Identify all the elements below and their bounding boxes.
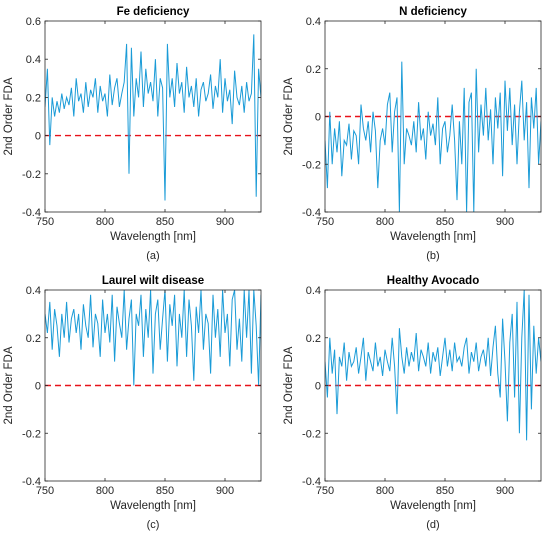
y-tick-label: -0.2 (302, 159, 321, 171)
x-tick-label: 750 (36, 216, 54, 228)
chart-title: Fe deficiency (117, 6, 190, 18)
panel-caption: (a) (146, 250, 159, 262)
x-tick-label: 850 (156, 485, 174, 497)
panel-caption: (d) (426, 519, 439, 531)
x-tick-label: 800 (96, 485, 114, 497)
y-tick-label: -0.4 (22, 476, 41, 488)
y-tick-label: 0 (315, 381, 321, 393)
x-tick-label: 850 (436, 216, 454, 228)
y-tick-label: -0.4 (302, 207, 321, 219)
x-tick-label: 800 (96, 216, 114, 228)
x-tick-label: 850 (436, 485, 454, 497)
y-axis-label: 2nd Order FDA (3, 77, 15, 155)
data-series-line (45, 34, 261, 201)
chart-panel-2: N deficiency 750 800 850 900 -0.4 -0.2 0 0.2 0.4 W… (283, 6, 542, 262)
y-tick-label: 0.4 (26, 54, 41, 66)
chart-title: Healthy Avocado (387, 275, 479, 287)
chart-title: Laurel wilt disease (102, 275, 204, 287)
x-tick-label: 900 (496, 216, 514, 228)
x-tick-label: 900 (216, 216, 234, 228)
y-tick-label: 0.2 (306, 333, 321, 345)
y-axis-label: 2nd Order FDA (283, 346, 295, 424)
x-tick-label: 900 (216, 485, 234, 497)
y-tick-label: 0 (315, 112, 321, 124)
chart-panel-3: Laurel wilt disease 750 800 850 900 -0.4 -0.2 0… (3, 275, 262, 531)
panel-caption: (c) (147, 519, 160, 531)
x-tick-label: 750 (316, 485, 334, 497)
chart-title: N deficiency (399, 6, 467, 18)
y-axis-label: 2nd Order FDA (283, 77, 295, 155)
x-tick-label: 850 (156, 216, 174, 228)
x-tick-label: 750 (36, 485, 54, 497)
chart-panel-4: Healthy Avocado 750 800 850 900 -0.4 -0.2 0 0.2 0… (283, 275, 542, 531)
y-tick-label: 0.4 (306, 16, 321, 28)
x-tick-label: 800 (376, 216, 394, 228)
y-tick-label: -0.2 (22, 169, 41, 181)
y-tick-label: 0.2 (26, 92, 41, 104)
y-tick-label: 0 (35, 381, 41, 393)
y-tick-label: 0.4 (26, 285, 41, 297)
data-series-line (325, 290, 541, 441)
data-series-line (325, 61, 541, 212)
y-tick-label: 0.2 (26, 333, 41, 345)
y-tick-label: 0.6 (26, 16, 41, 28)
x-axis-label: Wavelength [nm] (390, 500, 476, 512)
y-tick-label: 0.2 (306, 64, 321, 76)
panel-caption: (b) (426, 250, 439, 262)
y-tick-label: 0.4 (306, 285, 321, 297)
chart-panel-1: Fe deficiency 750 800 850 900 -0.4 -0.2 0 0.2 0.4… (3, 6, 262, 262)
data-series-line (45, 290, 261, 386)
y-tick-label: -0.4 (302, 476, 321, 488)
y-tick-label: -0.4 (22, 207, 41, 219)
x-tick-label: 800 (376, 485, 394, 497)
plot-frame (44, 20, 262, 213)
x-axis-label: Wavelength [nm] (390, 231, 476, 243)
x-tick-label: 750 (316, 216, 334, 228)
y-tick-label: 0 (35, 131, 41, 143)
y-tick-label: -0.2 (302, 428, 321, 440)
x-axis-label: Wavelength [nm] (110, 500, 196, 512)
x-tick-label: 900 (496, 485, 514, 497)
y-tick-label: -0.2 (22, 428, 41, 440)
y-axis-label: 2nd Order FDA (3, 346, 15, 424)
x-axis-label: Wavelength [nm] (110, 231, 196, 243)
